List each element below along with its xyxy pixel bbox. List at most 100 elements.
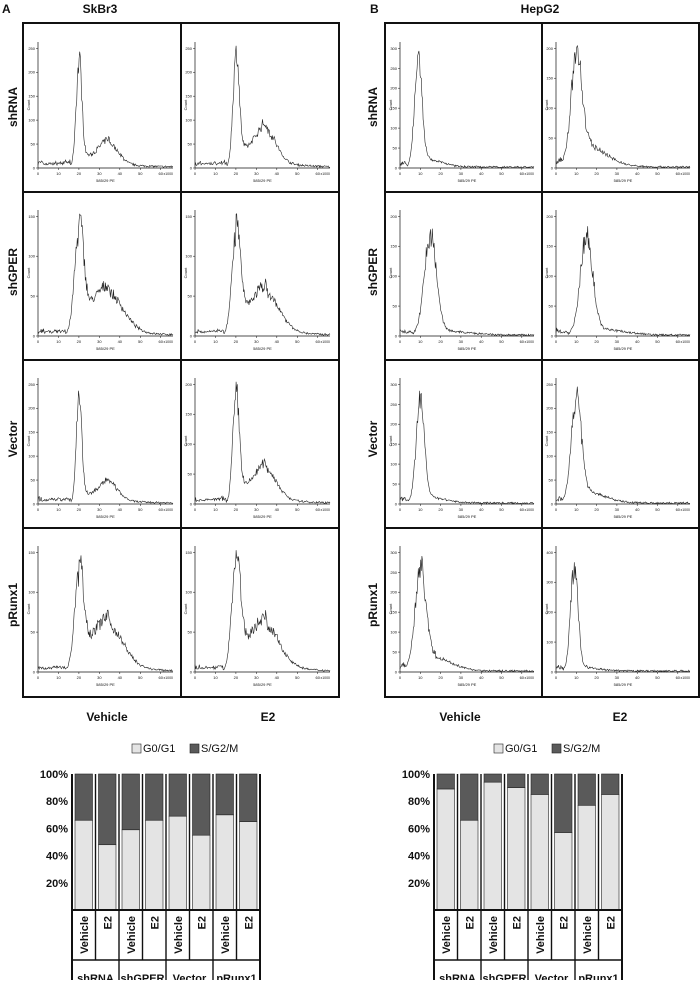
x-unit-label: x1000 <box>524 508 534 512</box>
histogram-shgper-e2: 0 50 100 150 Count 0 10 20 30 40 50 60 x1000 585/29 P… <box>183 210 331 351</box>
x-unit-label: x1000 <box>320 172 330 176</box>
panel-letter-a: A <box>2 2 11 16</box>
y-tick-label: 50 <box>393 482 398 487</box>
x-unit-label: x1000 <box>320 340 330 344</box>
bar-s-g2-m-4 <box>530 773 549 795</box>
y-tick-label: 200 <box>390 214 397 219</box>
y-axis-label: Count <box>26 267 31 279</box>
category-label: E2 <box>464 916 476 929</box>
y-tick-label: 100 <box>546 274 553 279</box>
bar-s-g2-m-2 <box>121 773 140 831</box>
x-tick-label: 30 <box>97 675 102 680</box>
x-tick-label: 60 <box>676 675 681 680</box>
x-axis-label: 585/29 PE <box>614 514 633 519</box>
histogram-shgper-vehicle: 0 50 100 150 200 Count 0 10 20 30 40 50 60 x1000 585/2… <box>388 210 535 351</box>
legend: G0/G1 S/G2/M <box>493 743 600 755</box>
y-tick-label: 250 <box>390 570 397 575</box>
x-tick-label: 60 <box>520 339 525 344</box>
x-axis-label: 585/29 PE <box>253 682 272 687</box>
x-tick-label: 30 <box>97 339 102 344</box>
histogram-grid-hepg2: 0 50 100 150 200 250 300 Count 0 10 20 30 40 50 60 x100… <box>384 22 700 698</box>
bar-s-g2-m-7 <box>601 773 620 795</box>
x-tick-label: 40 <box>118 675 123 680</box>
x-tick-label: 10 <box>56 675 61 680</box>
group-label: shGPER <box>482 973 526 980</box>
category-label: E2 <box>605 916 617 929</box>
x-axis-label: 585/29 PE <box>614 178 633 183</box>
y-axis-label: Count <box>388 603 393 615</box>
x-unit-label: x1000 <box>524 172 534 176</box>
legend-label: S/G2/M <box>563 743 600 755</box>
x-tick-label: 20 <box>594 339 599 344</box>
x-axis-label: 585/29 PE <box>253 514 272 519</box>
bar-g0-g1-0 <box>74 819 93 911</box>
histogram-trace <box>37 390 174 505</box>
x-tick-label: 0 <box>399 339 402 344</box>
x-tick-label: 40 <box>118 171 123 176</box>
y-tick-label: 150 <box>185 550 192 555</box>
y-tick-label: 300 <box>546 580 553 585</box>
y-tick-label: 80% <box>46 796 68 808</box>
legend-swatch <box>493 743 504 754</box>
x-tick-label: 50 <box>655 171 660 176</box>
y-tick-label: 50 <box>31 630 36 635</box>
x-tick-label: 20 <box>234 675 239 680</box>
x-tick-label: 20 <box>77 675 82 680</box>
y-tick-label: 50 <box>549 136 554 141</box>
x-tick-label: 0 <box>194 675 197 680</box>
col-label-a-vehicle: Vehicle <box>86 710 128 724</box>
x-tick-label: 40 <box>635 339 640 344</box>
y-tick-label: 400 <box>546 550 553 555</box>
x-tick-label: 10 <box>574 339 579 344</box>
group-label: shGPER <box>120 973 164 980</box>
group-label: pRunx1 <box>578 973 618 980</box>
histogram-trace <box>194 213 331 336</box>
x-tick-label: 50 <box>655 675 660 680</box>
y-tick-label: 100 <box>546 106 553 111</box>
x-tick-label: 40 <box>635 507 640 512</box>
y-tick-label: 50 <box>188 630 193 635</box>
y-tick-label: 100 <box>390 630 397 635</box>
y-tick-label: 100 <box>28 454 35 459</box>
histogram-trace <box>399 390 535 505</box>
y-tick-label: 200 <box>185 382 192 387</box>
y-tick-label: 150 <box>185 412 192 417</box>
x-axis-label: 585/29 PE <box>96 346 115 351</box>
y-tick-label: 40% <box>46 851 68 863</box>
y-tick-label: 20% <box>46 878 68 890</box>
x-tick-label: 40 <box>479 339 484 344</box>
x-tick-label: 60 <box>316 507 321 512</box>
x-unit-label: x1000 <box>163 508 173 512</box>
col-label-b-vehicle: Vehicle <box>439 710 481 724</box>
x-tick-label: 0 <box>555 507 558 512</box>
y-tick-label: 150 <box>390 610 397 615</box>
y-tick-label: 150 <box>546 244 553 249</box>
x-tick-label: 40 <box>635 171 640 176</box>
y-axis-label: Count <box>183 603 188 615</box>
y-tick-label: 200 <box>28 70 35 75</box>
legend: G0/G1 S/G2/M <box>131 743 238 755</box>
row-label-b-vector: Vector <box>366 420 380 458</box>
legend-swatch <box>131 743 142 754</box>
x-tick-label: 30 <box>97 507 102 512</box>
x-tick-label: 60 <box>676 171 681 176</box>
y-tick-label: 0 <box>395 166 398 171</box>
x-axis-label: 585/29 PE <box>253 346 272 351</box>
y-tick-label: 0 <box>190 502 193 507</box>
y-tick-label: 50 <box>31 294 36 299</box>
x-axis-label: 585/29 PE <box>614 682 633 687</box>
histogram-grid-skbr3: 0 50 100 150 200 250 Count 0 10 20 30 40 50 60 x1000 58… <box>22 22 340 698</box>
y-tick-label: 200 <box>390 86 397 91</box>
group-label: shRNA <box>439 973 476 980</box>
y-tick-label: 200 <box>390 422 397 427</box>
histogram-trace <box>399 555 535 673</box>
x-tick-label: 40 <box>118 507 123 512</box>
y-tick-label: 60% <box>46 823 68 835</box>
x-tick-label: 20 <box>438 507 443 512</box>
histogram-shrna-e2: 0 50 100 150 200 Count 0 10 20 30 40 50 60 x1000 585/2… <box>544 42 691 183</box>
x-tick-label: 10 <box>574 675 579 680</box>
x-axis-label: 585/29 PE <box>458 178 477 183</box>
category-label: E2 <box>102 916 114 929</box>
y-tick-label: 300 <box>390 382 397 387</box>
